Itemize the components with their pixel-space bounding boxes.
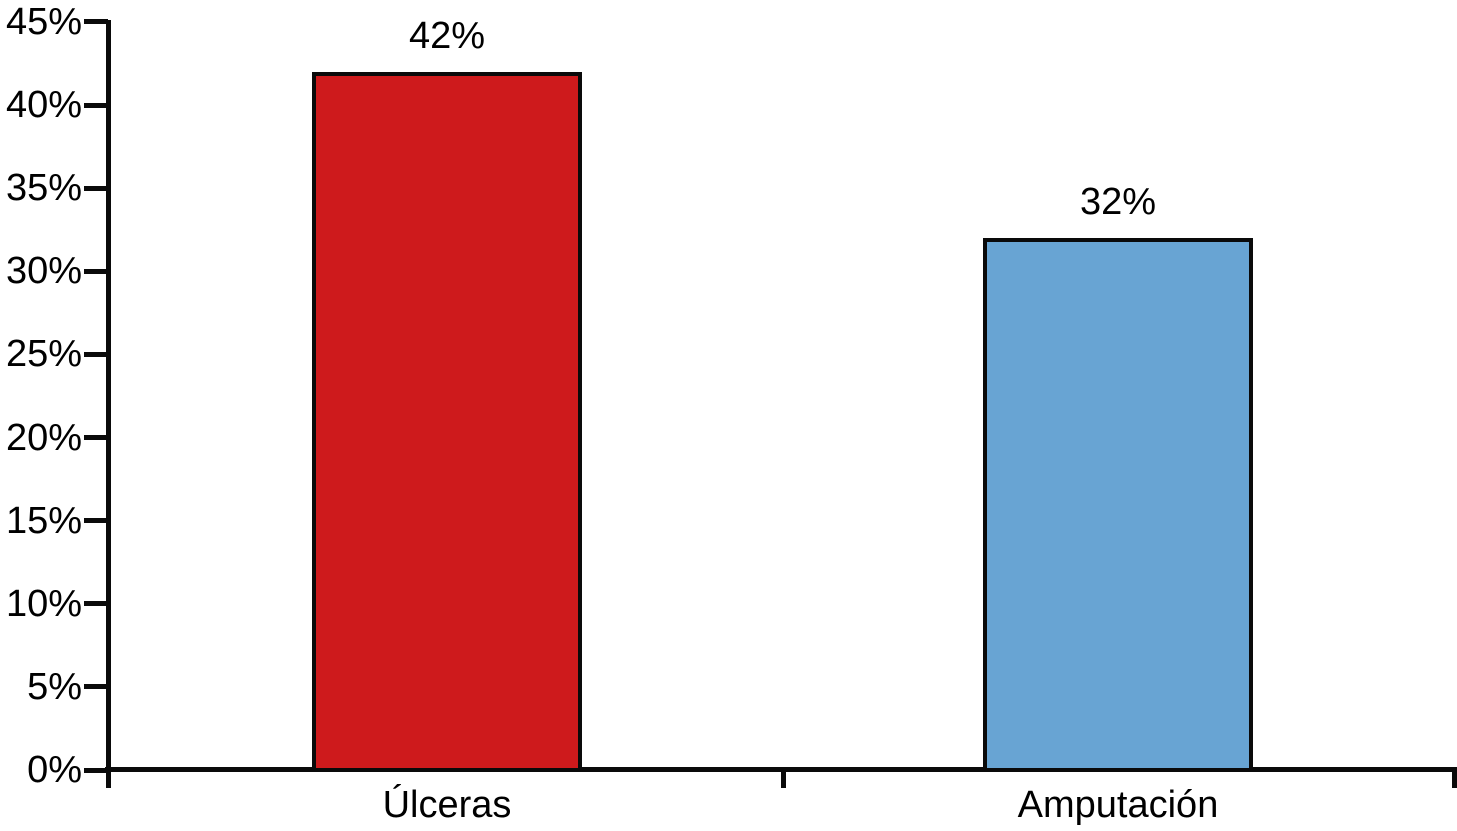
- y-axis-tick: [84, 186, 108, 191]
- y-axis-tick-label: 15%: [5, 500, 82, 542]
- y-axis-tick: [84, 269, 108, 274]
- y-axis-tick-label: 5%: [27, 666, 82, 708]
- y-axis-tick: [84, 601, 108, 606]
- bar-value-label-ulceras: 42%: [408, 15, 486, 57]
- y-axis-tick-label: 0%: [27, 749, 82, 791]
- y-axis-tick-label: 40%: [5, 84, 82, 126]
- y-axis-tick: [84, 103, 108, 108]
- y-axis-tick: [84, 352, 108, 357]
- y-axis-tick: [84, 684, 108, 689]
- y-axis-tick-label: 10%: [5, 583, 82, 625]
- x-axis-mid-tick: [781, 770, 786, 788]
- x-axis-end-tick: [1452, 770, 1457, 788]
- y-axis-tick-label: 35%: [5, 167, 82, 209]
- y-axis-tick-label: 20%: [5, 417, 82, 459]
- y-axis-tick: [84, 518, 108, 523]
- bar-ulceras: [312, 72, 582, 772]
- y-axis: [106, 20, 111, 788]
- y-axis-tick-label: 25%: [5, 333, 82, 375]
- y-axis-tick: [84, 19, 108, 24]
- y-axis-tick-label: 30%: [5, 250, 82, 292]
- category-label-amputacion: Amputación: [1017, 784, 1219, 826]
- y-axis-tick-label: 45%: [5, 1, 82, 43]
- y-axis-tick: [84, 768, 108, 773]
- category-label-ulceras: Úlceras: [382, 784, 512, 826]
- bar-amputacion: [983, 238, 1253, 772]
- x-axis: [105, 767, 1457, 772]
- bar-value-label-amputacion: 32%: [1079, 181, 1157, 223]
- y-axis-tick: [84, 435, 108, 440]
